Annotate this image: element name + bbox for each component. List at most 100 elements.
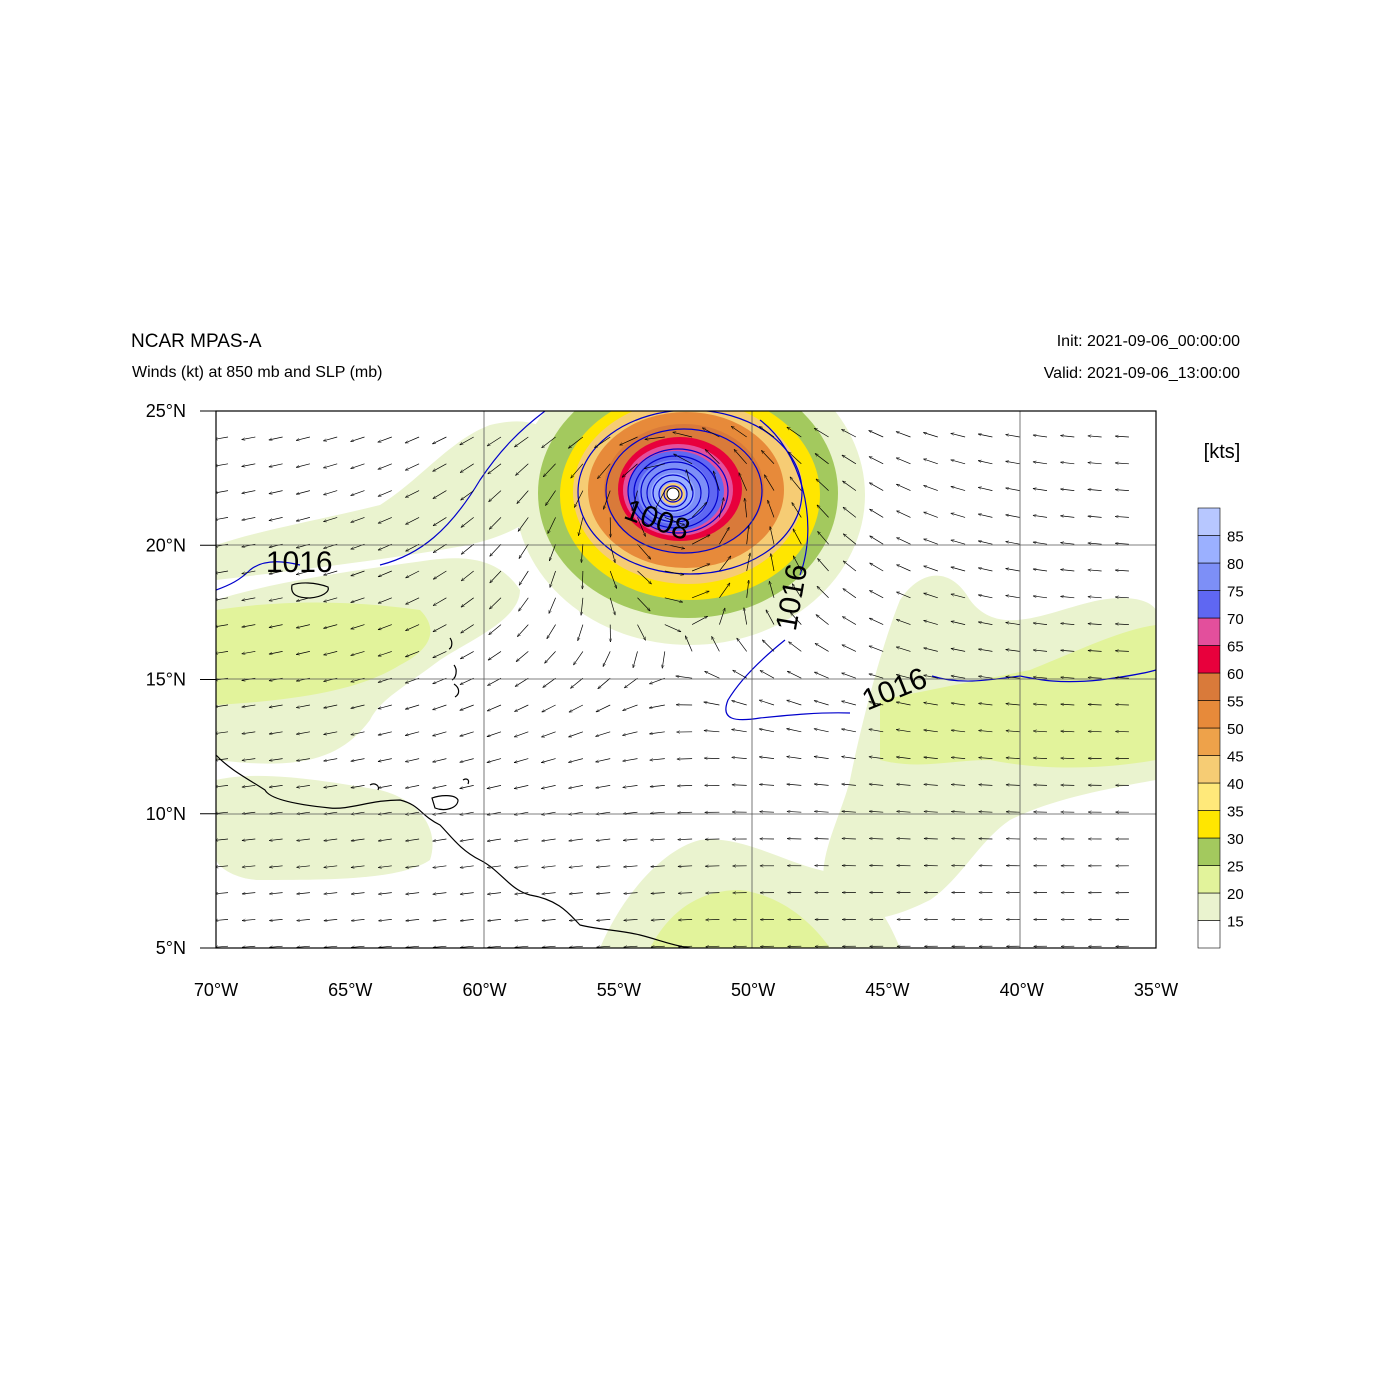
wind-vector [569, 866, 583, 868]
wind-vector [1006, 731, 1020, 732]
wind-vector [487, 838, 502, 841]
wind-vector [378, 624, 392, 631]
wind-vector [1033, 758, 1048, 759]
wind-vector [841, 729, 856, 733]
wind-vector [760, 670, 775, 679]
wind-vector [487, 677, 502, 686]
wind-vector [216, 812, 229, 813]
wind-vector [978, 758, 993, 759]
wind-vector [771, 553, 775, 572]
wind-vector [596, 893, 611, 894]
wind-vector [568, 731, 584, 737]
wind-vector [487, 704, 502, 712]
wind-vector [514, 893, 529, 895]
wind-vector [1061, 704, 1075, 705]
wind-vector [433, 838, 447, 841]
wind-vector [378, 651, 392, 656]
wind-vector [896, 483, 911, 491]
wind-vector [269, 624, 283, 628]
wind-vector [351, 597, 365, 603]
wind-vector [814, 671, 829, 679]
wind-vector [432, 758, 447, 762]
wind-vector [815, 453, 829, 465]
wind-vector [951, 648, 966, 652]
wind-band-south-core [650, 890, 830, 948]
wind-vector [951, 540, 966, 545]
slp-1012 [577, 411, 803, 575]
wind-vector [676, 676, 693, 679]
wind-vector [242, 731, 256, 734]
wind-vector [978, 703, 993, 706]
wind-vector [542, 919, 556, 920]
wind-vector [869, 590, 884, 599]
wind-vector [296, 758, 310, 761]
island-lesser-antilles-3 [453, 683, 460, 698]
wind-vector [216, 785, 229, 787]
wind-vector [814, 838, 829, 839]
wind-vector [216, 866, 229, 867]
wind-vector [242, 463, 256, 467]
wind-vector [378, 570, 392, 578]
wind-vector [814, 811, 829, 812]
wind-vector [1088, 677, 1102, 678]
wind-vector [323, 651, 338, 655]
wind-vector [662, 651, 666, 668]
wind-vector [569, 919, 583, 920]
wind-vector [433, 490, 447, 499]
wind-vector [323, 597, 338, 602]
wind-vector [896, 784, 911, 785]
wind-vector [746, 525, 749, 545]
wind-vector [242, 839, 256, 840]
wind-vector [1060, 569, 1075, 571]
wind-vector [542, 865, 556, 868]
wind-vector [759, 784, 775, 785]
wind-vector [351, 785, 365, 787]
wind-vector [216, 570, 229, 573]
wind-vector [461, 490, 474, 501]
wind-vector [242, 436, 256, 440]
wind-vector [489, 624, 502, 635]
wind-vector [719, 583, 730, 599]
wind-vector [951, 676, 966, 679]
island-puerto-rico [291, 582, 329, 599]
wind-vector [541, 436, 556, 448]
wind-vector [296, 893, 310, 894]
wind-vector [622, 704, 638, 711]
wind-vector [923, 675, 938, 679]
wind-vector [896, 702, 911, 706]
wind-vector [460, 651, 474, 660]
slp-inner-6 [658, 480, 688, 508]
wind-vector [841, 701, 856, 706]
wind-vector [518, 597, 529, 612]
wind-vector [719, 556, 731, 572]
lat-tick-label: 5°N [156, 938, 186, 958]
wind-vector [1060, 462, 1075, 464]
wind-vector [1088, 731, 1102, 732]
lat-tick-label: 15°N [146, 670, 186, 690]
wind-vector [574, 490, 584, 508]
wind-vector [269, 597, 283, 601]
wind-vector [242, 624, 256, 628]
wind-vector [433, 624, 447, 633]
colorbar-label: 75 [1227, 584, 1244, 601]
wind-vector [378, 919, 392, 920]
wind-vector [406, 919, 420, 920]
wind-vector [242, 866, 256, 867]
wind-vector [351, 624, 365, 629]
wind-vector [951, 703, 966, 706]
wind-vector [405, 785, 420, 788]
colorbar-label: 30 [1227, 831, 1244, 848]
wind-vector [869, 456, 884, 465]
wind-vector [461, 543, 474, 554]
wind-vector [432, 436, 447, 445]
wind-vector [514, 838, 529, 841]
wind-vector [817, 505, 829, 518]
wind-vector [514, 785, 529, 788]
wind-vector [923, 433, 938, 438]
wind-vector [405, 463, 420, 471]
wind-vector [951, 621, 966, 625]
wind-vector [351, 704, 365, 708]
colorbar-label: 55 [1227, 694, 1244, 711]
wind-vector [637, 570, 652, 584]
wind-vector [624, 946, 638, 947]
